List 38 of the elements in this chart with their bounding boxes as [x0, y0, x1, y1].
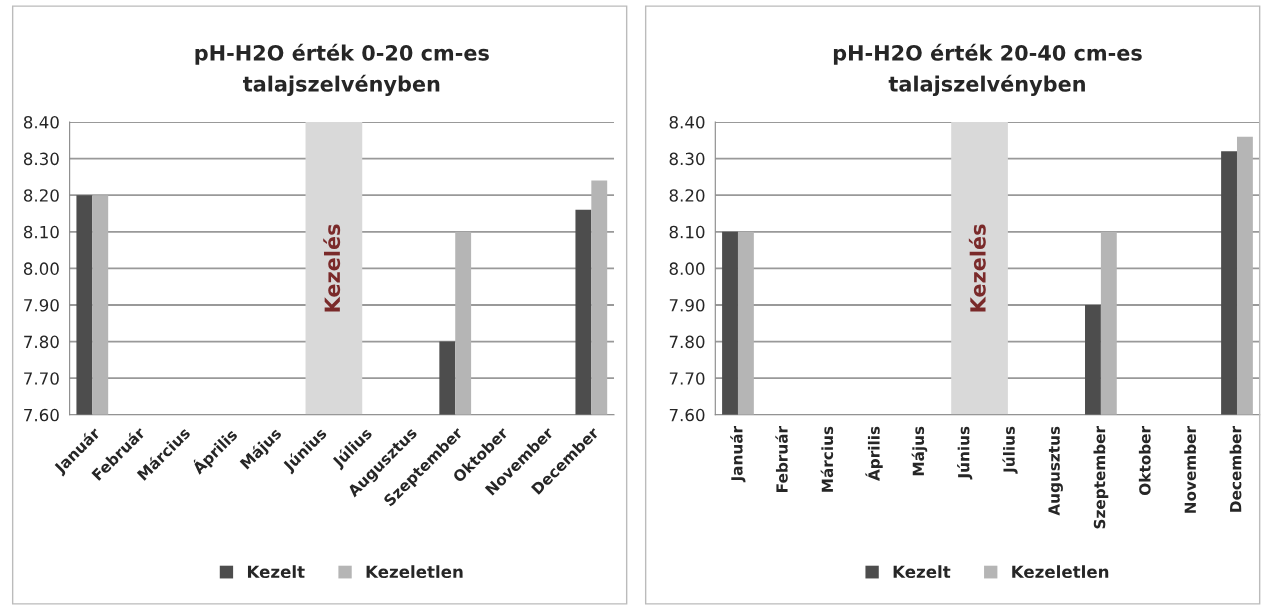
x-tick-label: Május: [911, 426, 928, 476]
y-tick-label: 7.70: [24, 372, 59, 385]
y-tick-label: 8.00: [23, 262, 59, 275]
x-tick-label: December: [1229, 425, 1242, 512]
x-tick-label: Oktober: [1138, 425, 1151, 495]
x-tick-label: Július: [1002, 426, 1018, 474]
y-tick-label: 7.70: [669, 372, 705, 385]
band-label: Kezelés: [323, 224, 341, 312]
legend-label: Kezeletlen: [366, 565, 463, 579]
y-tick-label: 7.90: [24, 298, 59, 312]
y-tick-label: 8.40: [669, 115, 705, 129]
y-tick-label: 8.30: [669, 152, 705, 166]
x-tick-label: Augusztus: [1048, 426, 1063, 516]
x-tick-label: Február: [775, 425, 788, 492]
y-tick-label: 8.30: [23, 152, 59, 166]
x-tick-label: Március: [820, 426, 834, 492]
y-tick-label: 8.20: [23, 189, 59, 202]
y-tick-label: 8.20: [669, 189, 705, 202]
x-tick-label: Június: [957, 426, 973, 480]
x-tick-label: Április: [865, 426, 883, 481]
y-tick-label: 8.10: [669, 225, 705, 239]
legend-label: Kezeletlen: [1012, 565, 1109, 579]
band-label: Kezelés: [968, 224, 986, 312]
y-tick-label: 8.00: [669, 262, 705, 275]
y-tick-label: 7.80: [669, 335, 705, 349]
chart-title: pH-H2O érték 0-20 cm-es talajszelvényben: [195, 43, 489, 96]
chart-title: pH-H2O érték 20-40 cm-es talajszelvényben: [833, 43, 1142, 96]
y-tick-label: 7.60: [24, 408, 59, 422]
y-tick-label: 7.60: [669, 408, 705, 422]
y-tick-label: 8.10: [23, 225, 59, 239]
x-tick-label: Január: [730, 425, 746, 483]
x-tick-label: Szeptember: [1093, 425, 1109, 529]
y-tick-label: 8.40: [23, 115, 59, 129]
y-tick-label: 7.80: [24, 335, 59, 349]
legend-label: Kezelt: [893, 565, 951, 579]
x-tick-label: November: [1184, 425, 1197, 513]
y-tick-label: 7.90: [669, 298, 705, 312]
legend-label: Kezelt: [247, 565, 305, 579]
